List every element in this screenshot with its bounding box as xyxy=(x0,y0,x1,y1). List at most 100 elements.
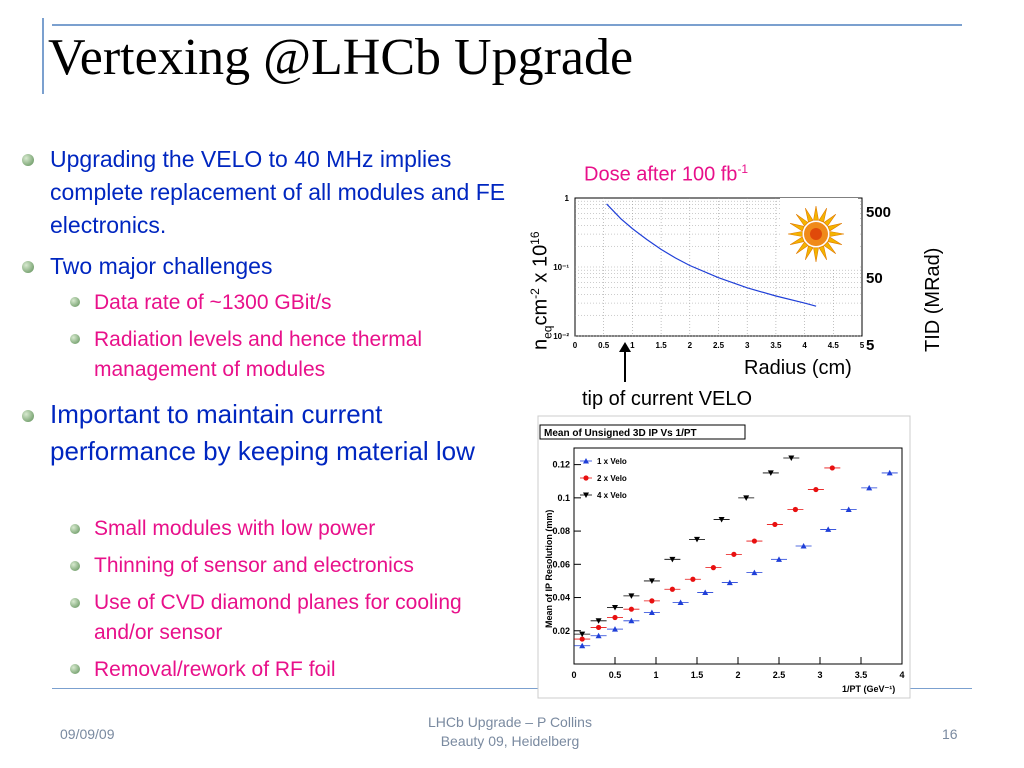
ip-point xyxy=(788,455,795,461)
ip-point xyxy=(579,642,586,649)
ip-plot-frame xyxy=(573,447,903,665)
ip-x-tick: 3 xyxy=(817,670,822,680)
footer-date: 09/09/09 xyxy=(60,726,115,742)
velo-tip-annotation: tip of current VELO xyxy=(582,388,753,410)
ip-point xyxy=(813,486,819,493)
ip-point xyxy=(751,538,758,544)
ip-point xyxy=(718,516,725,523)
ip-point xyxy=(772,521,778,528)
ip-point xyxy=(751,569,758,576)
tid-tick: 50 xyxy=(866,270,883,287)
dose-y-tick: 1 xyxy=(565,194,570,203)
ip-point xyxy=(694,536,700,543)
ip-y-tick: 0.12 xyxy=(552,460,570,470)
ip-point xyxy=(690,576,696,582)
ip-point xyxy=(612,626,618,632)
sun-ray xyxy=(795,213,809,227)
sub-bullet-cvd: Use of CVD diamond planes for cooling an… xyxy=(94,591,462,644)
dose-curve xyxy=(606,203,817,307)
ip-point xyxy=(776,556,782,562)
ip-x-tick: 0.5 xyxy=(609,670,622,680)
ip-point xyxy=(579,631,586,638)
ip-point xyxy=(845,506,852,512)
ip-x-tick: 2 xyxy=(735,670,740,680)
ip-point xyxy=(866,484,873,491)
ip-point xyxy=(726,579,733,586)
footer-page-number: 16 xyxy=(942,726,958,742)
sub-bullet-dot xyxy=(70,664,80,674)
sub-bullet-data-rate: Data rate of ~1300 GBit/s xyxy=(94,291,332,314)
bullet-material: Important to maintain current performanc… xyxy=(50,399,475,466)
dose-x-tick: 4 xyxy=(802,341,807,350)
ip-point xyxy=(669,556,676,563)
sun-ray xyxy=(787,231,803,237)
sub-bullet-dot xyxy=(70,297,80,307)
sub-bullet-thinning: Thinning of sensor and electronics xyxy=(94,554,414,577)
ip-point xyxy=(648,609,655,615)
sun-ray xyxy=(829,231,845,237)
sun-ray xyxy=(827,223,843,232)
ip-y-tick: 0.06 xyxy=(552,559,570,569)
sun-icon xyxy=(780,198,858,268)
ip-point xyxy=(648,578,655,584)
sun-ray xyxy=(827,236,843,245)
ip-point xyxy=(800,543,807,549)
dose-y-tick: 10⁻² xyxy=(553,332,569,341)
dose-y-tick: 10⁻¹ xyxy=(553,263,569,272)
bullet-dot xyxy=(22,154,34,166)
sun-ray xyxy=(818,245,827,261)
ip-point xyxy=(579,636,585,642)
legend-marker xyxy=(583,492,589,498)
ip-point xyxy=(792,506,799,513)
ip-point xyxy=(710,565,717,571)
ip-point xyxy=(628,593,635,599)
dose-ticks: 0 0.5 1 1.5 2 2.5 3 3.5 4 4.5 5 1 10⁻¹ 10⁻² xyxy=(553,194,865,350)
tid-tick: 5 xyxy=(866,337,875,354)
legend-entry: 2 x Velo xyxy=(597,474,627,483)
footer-title-line2: Beauty 09, Heidelberg xyxy=(440,733,580,749)
ip-point xyxy=(886,469,893,476)
dose-x-tick: 1 xyxy=(630,341,635,350)
sun-ray xyxy=(813,205,819,221)
arrow-head-icon xyxy=(619,342,631,352)
sub-bullet-dot xyxy=(70,524,80,534)
dose-x-axis-label: Radius (cm) xyxy=(744,357,852,379)
ip-point xyxy=(767,470,774,476)
ip-y-tick: 0.02 xyxy=(552,626,570,636)
ip-point xyxy=(677,599,684,606)
sun-ray xyxy=(789,236,805,245)
top-rule xyxy=(52,24,962,26)
ip-point xyxy=(731,551,737,557)
sun-ray xyxy=(813,247,819,263)
ip-x-tick: 2.5 xyxy=(773,670,786,680)
sub-bullet-radiation: Radiation levels and hence thermal manag… xyxy=(94,328,423,381)
dose-chart-title: Dose after 100 fb-1 xyxy=(584,162,749,186)
dose-x-tick: 1.5 xyxy=(656,341,668,350)
ip-x-axis-label: 1/PT (GeV⁻¹) xyxy=(842,684,895,694)
ip-chart-title: Mean of Unsigned 3D IP Vs 1/PT xyxy=(544,428,697,439)
ip-y-tick: 0.1 xyxy=(557,493,570,503)
sub-bullet-rf-foil: Removal/rework of RF foil xyxy=(94,658,336,681)
ip-x-tick: 3.5 xyxy=(855,670,868,680)
bullet-dot xyxy=(22,261,34,273)
ip-point xyxy=(595,618,602,624)
bottom-rule xyxy=(52,688,972,689)
dose-x-tick: 0 xyxy=(573,341,578,350)
ip-point xyxy=(596,624,602,631)
dose-x-tick: 2 xyxy=(688,341,693,350)
bullet-velo: Upgrading the VELO to 40 MHz implies com… xyxy=(50,146,506,238)
ip-y-axis-label: Mean of IP Resolution (mm) xyxy=(544,510,554,628)
ip-ticks: 0 0.5 1 1.5 2 2.5 3 3.5 4 0.02 0.04 0.06 0.08 0.1 0.12 xyxy=(552,460,904,680)
sun-ray xyxy=(823,241,837,255)
ip-title-box xyxy=(539,424,746,440)
dose-x-tick: 3.5 xyxy=(770,341,782,350)
ip-point xyxy=(628,617,635,624)
ip-point xyxy=(612,605,618,611)
ip-y-tick: 0.04 xyxy=(552,593,570,603)
ip-point xyxy=(702,589,709,596)
ip-x-tick: 1.5 xyxy=(691,670,704,680)
legend-marker xyxy=(583,458,589,464)
legend-entry: 1 x Velo xyxy=(597,457,627,466)
sun-ray xyxy=(818,207,827,223)
